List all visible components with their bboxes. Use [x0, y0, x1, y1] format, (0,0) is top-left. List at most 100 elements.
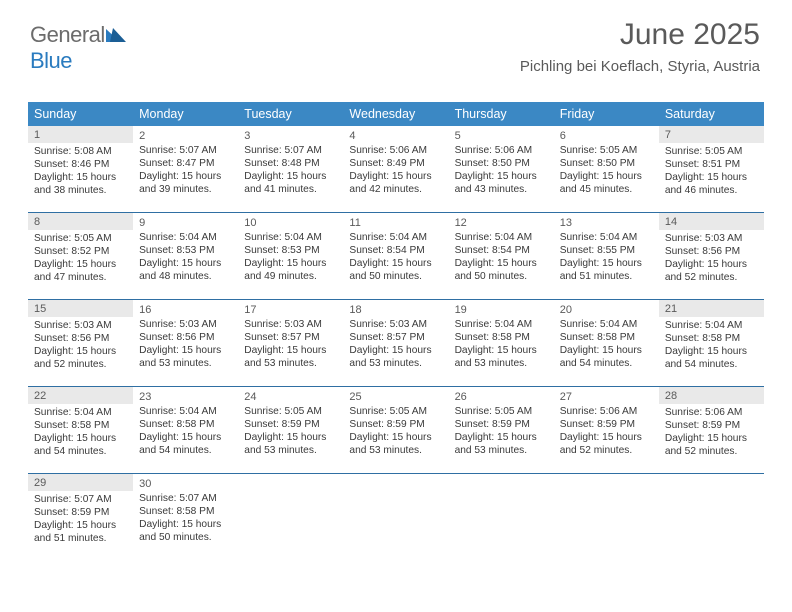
calendar-day: 18Sunrise: 5:03 AMSunset: 8:57 PMDayligh… [343, 300, 448, 386]
daylight-text: Daylight: 15 hours [455, 344, 548, 357]
calendar-day: 17Sunrise: 5:03 AMSunset: 8:57 PMDayligh… [238, 300, 343, 386]
day-number: 4 [349, 130, 442, 142]
daylight-text: and 53 minutes. [139, 357, 232, 370]
sunset-text: Sunset: 8:47 PM [139, 157, 232, 170]
daylight-text: Daylight: 15 hours [455, 257, 548, 270]
daylight-text: Daylight: 15 hours [560, 344, 653, 357]
day-number: 15 [34, 303, 127, 315]
day-number: 10 [244, 217, 337, 229]
page-header: June 2025 Pichling bei Koeflach, Styria,… [520, 18, 760, 75]
day-number-shaded: 29 [28, 474, 133, 491]
sunset-text: Sunset: 8:58 PM [139, 418, 232, 431]
calendar: Sunday Monday Tuesday Wednesday Thursday… [28, 102, 764, 560]
sunrise-text: Sunrise: 5:07 AM [139, 492, 232, 505]
daylight-text: and 41 minutes. [244, 183, 337, 196]
daylight-text: and 43 minutes. [455, 183, 548, 196]
daylight-text: and 52 minutes. [560, 444, 653, 457]
day-number: 11 [349, 217, 442, 229]
calendar-day: 28Sunrise: 5:06 AMSunset: 8:59 PMDayligh… [659, 387, 764, 473]
sunset-text: Sunset: 8:58 PM [665, 332, 758, 345]
brand-triangle-icon [106, 22, 126, 48]
calendar-day-empty [554, 474, 659, 560]
calendar-day: 24Sunrise: 5:05 AMSunset: 8:59 PMDayligh… [238, 387, 343, 473]
daylight-text: Daylight: 15 hours [139, 344, 232, 357]
daylight-text: and 52 minutes. [34, 358, 127, 371]
sunrise-text: Sunrise: 5:07 AM [34, 493, 127, 506]
day-number-shaded: 22 [28, 387, 133, 404]
day-number: 8 [34, 216, 127, 228]
calendar-day: 30Sunrise: 5:07 AMSunset: 8:58 PMDayligh… [133, 474, 238, 560]
daylight-text: Daylight: 15 hours [139, 257, 232, 270]
daylight-text: Daylight: 15 hours [34, 432, 127, 445]
daylight-text: Daylight: 15 hours [665, 258, 758, 271]
sunset-text: Sunset: 8:59 PM [34, 506, 127, 519]
calendar-day: 29Sunrise: 5:07 AMSunset: 8:59 PMDayligh… [28, 474, 133, 560]
day-number: 20 [560, 304, 653, 316]
daylight-text: Daylight: 15 hours [349, 431, 442, 444]
sunset-text: Sunset: 8:59 PM [560, 418, 653, 431]
daylight-text: Daylight: 15 hours [560, 431, 653, 444]
sunrise-text: Sunrise: 5:07 AM [244, 144, 337, 157]
sunset-text: Sunset: 8:49 PM [349, 157, 442, 170]
calendar-day: 22Sunrise: 5:04 AMSunset: 8:58 PMDayligh… [28, 387, 133, 473]
day-number: 5 [455, 130, 548, 142]
calendar-week: 8Sunrise: 5:05 AMSunset: 8:52 PMDaylight… [28, 213, 764, 300]
sunset-text: Sunset: 8:52 PM [34, 245, 127, 258]
daylight-text: Daylight: 15 hours [349, 257, 442, 270]
day-number: 30 [139, 478, 232, 490]
calendar-day: 16Sunrise: 5:03 AMSunset: 8:56 PMDayligh… [133, 300, 238, 386]
day-header: Saturday [659, 102, 764, 126]
sunrise-text: Sunrise: 5:06 AM [560, 405, 653, 418]
daylight-text: Daylight: 15 hours [665, 432, 758, 445]
sunset-text: Sunset: 8:56 PM [665, 245, 758, 258]
day-number: 13 [560, 217, 653, 229]
day-number: 27 [560, 391, 653, 403]
brand-logo: General Blue [30, 22, 126, 74]
daylight-text: and 47 minutes. [34, 271, 127, 284]
day-number-shaded: 21 [659, 300, 764, 317]
day-header: Monday [133, 102, 238, 126]
sunset-text: Sunset: 8:53 PM [244, 244, 337, 257]
sunrise-text: Sunrise: 5:04 AM [139, 405, 232, 418]
calendar-day: 27 Sunrise: 5:06 AMSunset: 8:59 PMDayligh… [554, 387, 659, 473]
calendar-day: 15Sunrise: 5:03 AMSunset: 8:56 PMDayligh… [28, 300, 133, 386]
calendar-week: 1Sunrise: 5:08 AMSunset: 8:46 PMDaylight… [28, 126, 764, 213]
daylight-text: Daylight: 15 hours [244, 431, 337, 444]
sunrise-text: Sunrise: 5:04 AM [455, 318, 548, 331]
sunrise-text: Sunrise: 5:04 AM [560, 231, 653, 244]
calendar-day: 25Sunrise: 5:05 AMSunset: 8:59 PMDayligh… [343, 387, 448, 473]
sunset-text: Sunset: 8:57 PM [349, 331, 442, 344]
daylight-text: and 50 minutes. [455, 270, 548, 283]
daylight-text: and 54 minutes. [560, 357, 653, 370]
page-subtitle: Pichling bei Koeflach, Styria, Austria [520, 58, 760, 75]
sunrise-text: Sunrise: 5:06 AM [665, 406, 758, 419]
sunrise-text: Sunrise: 5:04 AM [244, 231, 337, 244]
day-number: 24 [244, 391, 337, 403]
sunrise-text: Sunrise: 5:03 AM [139, 318, 232, 331]
daylight-text: and 39 minutes. [139, 183, 232, 196]
calendar-day: 23Sunrise: 5:04 AMSunset: 8:58 PMDayligh… [133, 387, 238, 473]
sunset-text: Sunset: 8:46 PM [34, 158, 127, 171]
sunset-text: Sunset: 8:59 PM [349, 418, 442, 431]
daylight-text: and 53 minutes. [455, 357, 548, 370]
sunrise-text: Sunrise: 5:05 AM [244, 405, 337, 418]
sunrise-text: Sunrise: 5:06 AM [455, 144, 548, 157]
sunset-text: Sunset: 8:53 PM [139, 244, 232, 257]
calendar-day: 26Sunrise: 5:05 AMSunset: 8:59 PMDayligh… [449, 387, 554, 473]
calendar-day-empty [238, 474, 343, 560]
daylight-text: and 53 minutes. [349, 357, 442, 370]
sunrise-text: Sunrise: 5:08 AM [34, 145, 127, 158]
day-number: 2 [139, 130, 232, 142]
day-number: 17 [244, 304, 337, 316]
sunrise-text: Sunrise: 5:04 AM [349, 231, 442, 244]
sunset-text: Sunset: 8:48 PM [244, 157, 337, 170]
daylight-text: and 52 minutes. [665, 271, 758, 284]
calendar-day: 11Sunrise: 5:04 AMSunset: 8:54 PMDayligh… [343, 213, 448, 299]
daylight-text: and 51 minutes. [560, 270, 653, 283]
sunset-text: Sunset: 8:55 PM [560, 244, 653, 257]
day-number: 19 [455, 304, 548, 316]
sunrise-text: Sunrise: 5:05 AM [455, 405, 548, 418]
daylight-text: and 53 minutes. [244, 357, 337, 370]
calendar-day: 19Sunrise: 5:04 AMSunset: 8:58 PMDayligh… [449, 300, 554, 386]
day-number: 26 [455, 391, 548, 403]
